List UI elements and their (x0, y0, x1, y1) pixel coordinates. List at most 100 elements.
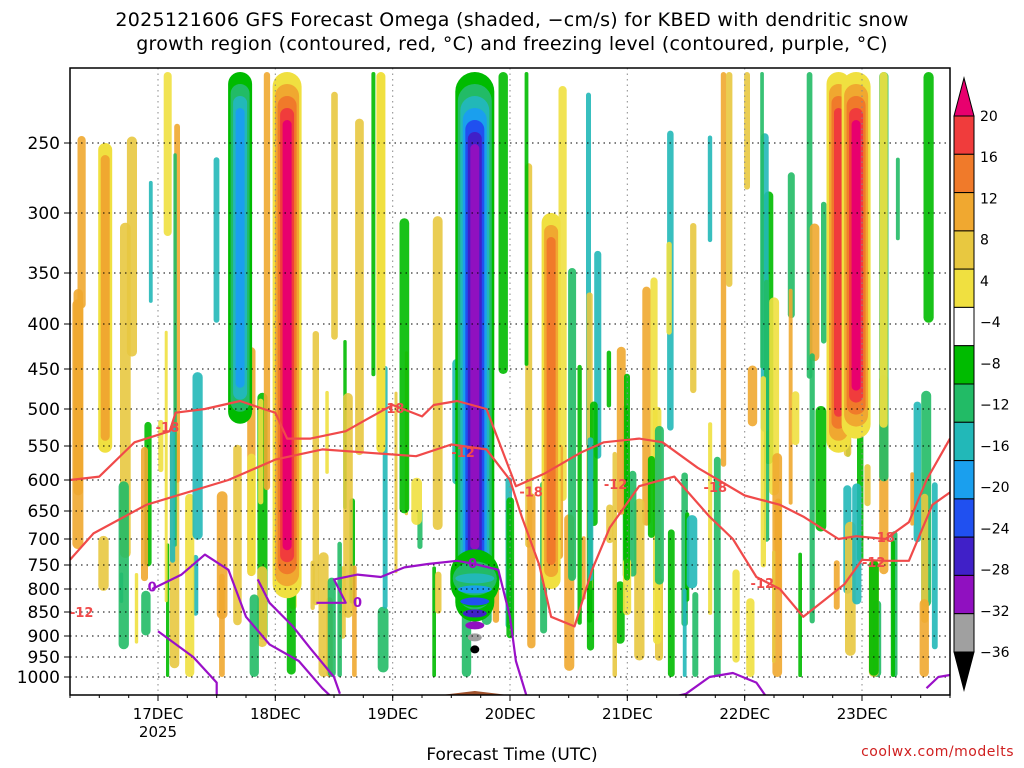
omega-streak (216, 491, 228, 620)
omega-streak (312, 331, 319, 606)
omega-streak (788, 288, 793, 505)
omega-streak (258, 398, 264, 505)
omega-streak (760, 376, 766, 568)
omega-feature (467, 633, 482, 642)
omega-streak (310, 560, 315, 610)
colorbar: 20 16 12 8 4 −4 −8 −12 −16 −20 −24 −28 −32 −36 (953, 76, 1010, 692)
y-tick-label: 400 (28, 315, 60, 335)
omega-streak (686, 515, 698, 589)
colorbar-box (953, 613, 975, 653)
y-tick-label: 750 (28, 556, 60, 576)
colorbar-label: −24 (980, 521, 1010, 537)
omega-streak (233, 444, 242, 626)
y-tick-label: 950 (28, 648, 60, 668)
contour-line (157, 630, 218, 695)
omega-streak (247, 453, 256, 576)
omega-streak (692, 592, 699, 677)
omega-streak (879, 72, 888, 428)
colorbar-label: −4 (980, 315, 1001, 331)
omega-streak (134, 573, 139, 644)
omega-feature (851, 120, 861, 391)
contour-layer: -12 -12 -12 -12 -12 -18 -18 -18 -18 -18 0 0 0 (70, 399, 950, 695)
colorbar-label: −16 (980, 439, 1010, 455)
y-tick-label: 650 (28, 502, 60, 522)
omega-feature (546, 237, 556, 565)
colorbar-label: −20 (980, 480, 1010, 496)
colorbar-box (953, 306, 975, 347)
omega-streak (587, 437, 594, 582)
omega-streak (399, 218, 410, 514)
omega-streak (931, 482, 938, 650)
omega-streak (327, 577, 336, 677)
contour-label: -18 (871, 531, 895, 546)
omega-streak (411, 477, 422, 525)
omega-streak (213, 157, 220, 323)
omega-feature (100, 155, 110, 441)
colorbar-label: 8 (980, 233, 989, 249)
omega-streak (769, 297, 780, 496)
x-tick-label: 17DEC (133, 705, 184, 723)
omega-streak (141, 446, 148, 582)
contour-label: -12 (451, 446, 475, 461)
omega-streak (787, 172, 795, 319)
omega-streak (809, 223, 820, 362)
omega-streak (647, 456, 655, 538)
omega-streak (118, 481, 129, 650)
x-tick-label: 18DEC (250, 705, 301, 723)
omega-streak (141, 590, 151, 636)
contour-line (925, 673, 950, 689)
omega-streak (682, 588, 687, 677)
omega-streak (77, 136, 86, 309)
omega-streak (192, 372, 203, 540)
omega-streak (791, 391, 800, 446)
x-axis-title: Forecast Time (UTC) (426, 745, 598, 765)
colorbar-label: 4 (980, 274, 989, 290)
omega-streak (747, 365, 758, 427)
omega-streak (325, 390, 329, 474)
omega-streak (126, 136, 137, 357)
y-tick-label: 850 (28, 603, 60, 623)
omega-streak (257, 566, 268, 648)
omega-streak (435, 571, 442, 614)
omega-streak (616, 346, 626, 515)
title-line-1: 2025121606 GFS Forecast Omega (shaded, −… (115, 9, 909, 31)
omega-streak (352, 565, 357, 677)
omega-streak (890, 540, 895, 677)
omega-feature (470, 144, 480, 550)
omega-streak (606, 350, 612, 408)
contour-line (151, 553, 331, 695)
omega-streak (249, 594, 259, 677)
y-tick-label: 600 (28, 471, 60, 491)
contour-label: -18 (156, 421, 180, 436)
omega-streak (581, 536, 586, 600)
colorbar-box (953, 574, 975, 615)
omega-streak (815, 406, 827, 532)
omega-streak (798, 552, 802, 677)
omega-feature (462, 609, 487, 618)
omega-streak (654, 425, 664, 585)
contour-line (70, 399, 950, 541)
contour-label: -12 (862, 556, 886, 571)
colorbar-label: −8 (980, 356, 1001, 372)
colorbar-label: 16 (980, 150, 998, 166)
x-tick-label: 22DEC (719, 705, 770, 723)
omega-streak (690, 223, 697, 394)
y-tick-label: 350 (28, 264, 60, 284)
omega-streak (185, 493, 195, 677)
omega-streak (371, 72, 376, 377)
omega-streak (527, 493, 536, 649)
omega-streak (568, 268, 577, 581)
omega-streak (163, 72, 172, 236)
omega-feature (235, 108, 245, 388)
contour-line (256, 578, 341, 695)
y-axis: 250 300 350 400 450 500 550 600 650 700 750 800 850 9… (17, 134, 70, 688)
colorbar-label: −12 (980, 398, 1010, 414)
y-tick-label: 500 (28, 400, 60, 420)
y-tick-label: 300 (28, 204, 60, 224)
omega-feature (282, 120, 292, 551)
omega-feature (460, 597, 490, 606)
omega-feature (470, 645, 480, 654)
omega-feature (455, 573, 495, 584)
colorbar-bottom-arrow (953, 651, 975, 692)
